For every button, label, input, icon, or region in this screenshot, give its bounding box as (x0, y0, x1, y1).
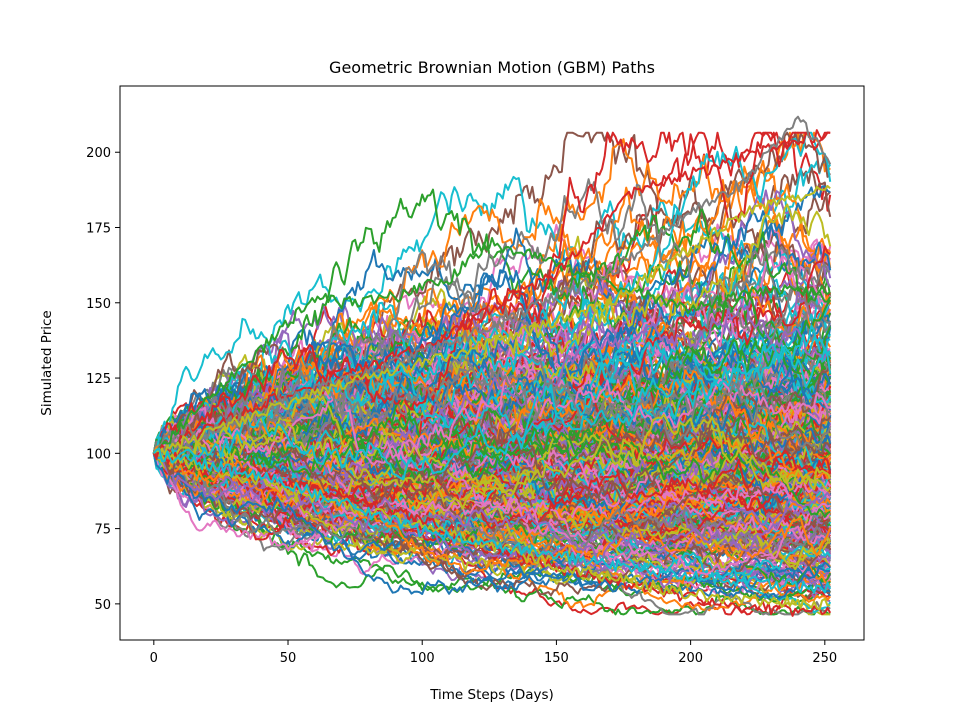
gbm-path (152, 433, 832, 571)
gbm-path (153, 395, 832, 483)
x-tick-label: 50 (280, 651, 297, 666)
y-tick-label: 50 (94, 598, 111, 613)
gbm-path (153, 129, 831, 455)
gbm-path (152, 442, 832, 575)
x-tick-label: 250 (812, 651, 837, 666)
gbm-path (152, 447, 832, 530)
y-tick-label: 175 (86, 222, 111, 237)
y-axis-label: Simulated Price (39, 310, 55, 415)
gbm-path (152, 393, 832, 497)
gbm-path (153, 452, 831, 565)
gbm-path (153, 447, 832, 594)
paths-layer (152, 115, 832, 617)
gbm-path (153, 343, 832, 481)
gbm-path (152, 185, 831, 457)
gbm-path (153, 367, 832, 455)
y-tick-label: 75 (94, 523, 111, 538)
gbm-path (152, 115, 832, 459)
gbm-path (153, 237, 832, 456)
x-tick-label: 200 (678, 651, 703, 666)
x-tick-label: 150 (544, 651, 569, 666)
gbm-path (152, 406, 831, 576)
axes-frame (119, 85, 865, 641)
x-axis-label: Time Steps (Days) (429, 687, 554, 703)
chart-title: Geometric Brownian Motion (GBM) Paths (329, 58, 655, 77)
x-tick-label: 0 (150, 651, 158, 666)
gbm-path (153, 414, 831, 510)
gbm-path (153, 416, 831, 518)
gbm-path (153, 449, 831, 611)
gbm-path (153, 406, 831, 496)
y-tick-label: 150 (86, 297, 111, 312)
ticks-layer: 0 50 100 150 200 250 50 75 100 125 150 175 200 (86, 146, 837, 666)
y-tick-label: 200 (86, 146, 111, 161)
y-tick-label: 125 (86, 372, 111, 387)
gbm-path (153, 446, 832, 560)
y-tick-label: 100 (86, 447, 111, 462)
x-tick-label: 100 (410, 651, 435, 666)
